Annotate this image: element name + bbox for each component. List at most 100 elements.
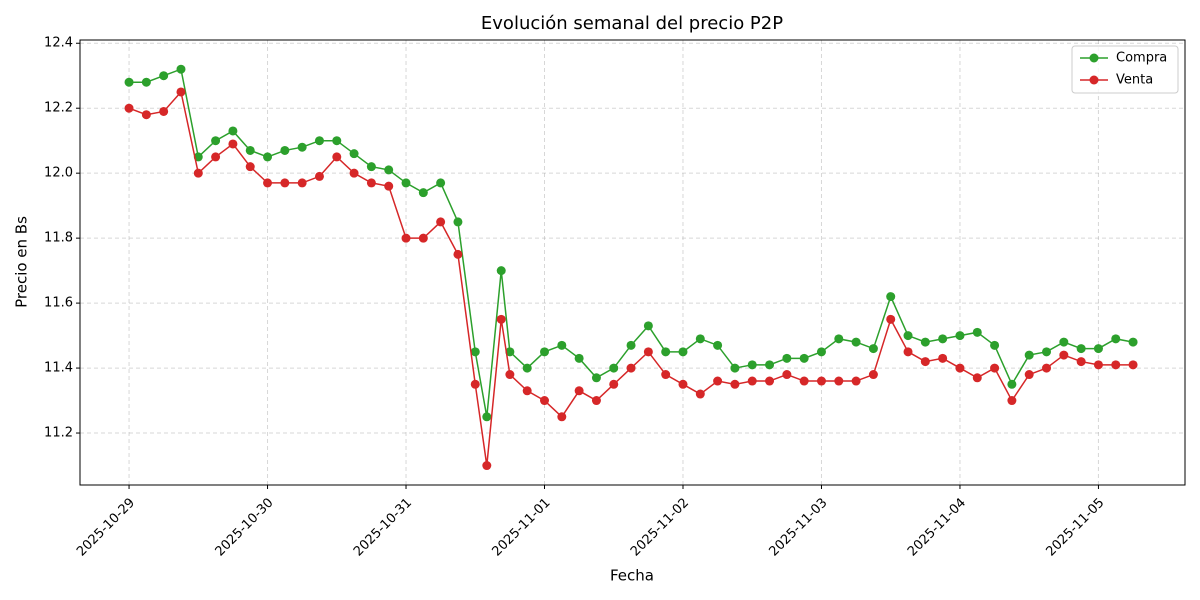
data-point: [211, 152, 221, 162]
data-point: [747, 360, 757, 370]
data-point: [401, 178, 411, 188]
series-line: [128, 90, 1134, 466]
data-point: [522, 386, 532, 396]
y-tick-label: 12.2: [44, 101, 73, 116]
data-point: [972, 327, 982, 337]
data-point: [263, 178, 273, 188]
data-point: [591, 396, 601, 406]
data-point: [540, 347, 550, 357]
data-point: [176, 64, 186, 74]
data-point: [540, 396, 550, 406]
chart-title: Evolución semanal del precio P2P: [481, 13, 783, 34]
data-point: [297, 142, 307, 152]
data-point: [211, 136, 221, 146]
data-point: [955, 331, 965, 341]
y-tick-label: 11.4: [44, 361, 73, 376]
data-point: [938, 334, 948, 344]
x-tick-label: 2025-10-29: [74, 495, 138, 559]
data-point: [868, 344, 878, 354]
x-tick-label: 2025-10-30: [213, 495, 277, 559]
x-tick-label: 2025-11-03: [766, 495, 830, 559]
data-point: [228, 139, 238, 149]
data-point: [332, 152, 342, 162]
data-point: [1024, 350, 1034, 360]
legend-label: Compra: [1116, 51, 1167, 66]
data-point: [1007, 396, 1017, 406]
data-point: [574, 353, 584, 363]
x-tick-label: 2025-11-02: [628, 495, 692, 559]
data-point: [816, 376, 826, 386]
data-point: [228, 126, 238, 136]
y-tick-label: 11.8: [44, 231, 73, 246]
data-point: [1111, 334, 1121, 344]
data-point: [661, 370, 671, 380]
x-tick-label: 2025-11-04: [905, 495, 969, 559]
data-point: [245, 145, 255, 155]
x-tick-label: 2025-10-31: [351, 495, 415, 559]
data-point: [765, 360, 775, 370]
data-point: [332, 136, 342, 146]
y-tick-label: 12.0: [44, 166, 73, 181]
data-point: [314, 171, 324, 181]
data-point: [1111, 360, 1121, 370]
y-tick-label: 12.4: [44, 36, 73, 51]
data-point: [193, 168, 203, 178]
data-point: [1076, 357, 1086, 367]
data-point: [1076, 344, 1086, 354]
data-point: [482, 461, 492, 471]
data-point: [505, 347, 515, 357]
data-point: [401, 233, 411, 243]
data-point: [643, 347, 653, 357]
data-point: [886, 292, 896, 302]
data-point: [938, 353, 948, 363]
data-point: [124, 77, 134, 87]
data-point: [626, 340, 636, 350]
data-point: [730, 363, 740, 373]
legend-label: Venta: [1116, 73, 1153, 88]
data-point: [886, 314, 896, 324]
data-point: [159, 71, 169, 81]
data-point: [470, 347, 480, 357]
data-point: [609, 363, 619, 373]
data-point: [816, 347, 826, 357]
data-point: [851, 337, 861, 347]
data-point: [678, 347, 688, 357]
data-point: [1059, 350, 1069, 360]
y-tick-label: 11.2: [44, 426, 73, 441]
data-point: [799, 376, 809, 386]
data-point: [557, 412, 567, 422]
data-point: [765, 376, 775, 386]
data-point: [280, 145, 290, 155]
data-point: [990, 340, 1000, 350]
data-point: [436, 217, 446, 227]
data-point: [713, 340, 723, 350]
data-point: [730, 379, 740, 389]
data-point: [453, 217, 463, 227]
data-point: [695, 389, 705, 399]
data-point: [799, 353, 809, 363]
data-point: [349, 149, 359, 159]
data-point: [661, 347, 671, 357]
y-tick-label: 11.6: [44, 296, 73, 311]
x-axis-label: Fecha: [610, 567, 654, 585]
data-point: [496, 266, 506, 276]
data-point: [591, 373, 601, 383]
data-point: [349, 168, 359, 178]
data-point: [747, 376, 757, 386]
data-point: [245, 162, 255, 172]
data-point: [834, 334, 844, 344]
data-point: [1042, 347, 1052, 357]
data-point: [990, 363, 1000, 373]
data-point: [1042, 363, 1052, 373]
data-point: [868, 370, 878, 380]
x-tick-label: 2025-11-05: [1043, 495, 1107, 559]
data-point: [522, 363, 532, 373]
data-point: [678, 379, 688, 389]
data-point: [1024, 370, 1034, 380]
data-point: [496, 314, 506, 324]
data-point: [280, 178, 290, 188]
data-point: [436, 178, 446, 188]
data-point: [782, 353, 792, 363]
data-point: [482, 412, 492, 422]
